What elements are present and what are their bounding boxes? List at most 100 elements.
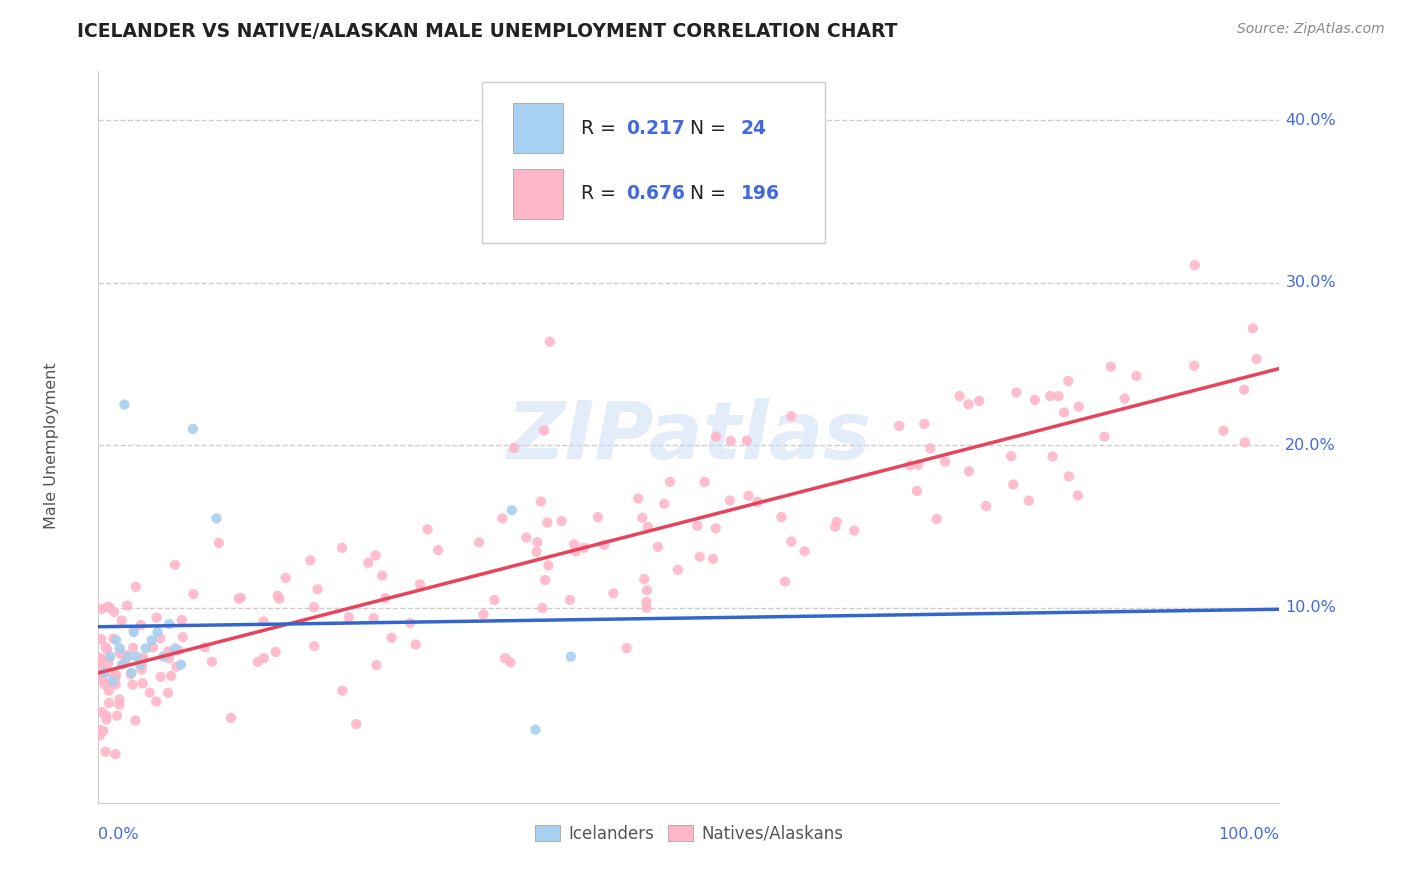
Point <box>948 389 970 403</box>
Point <box>264 645 287 659</box>
Point <box>357 556 380 570</box>
Point <box>91 602 114 616</box>
Point <box>374 591 396 605</box>
Text: 20.0%: 20.0% <box>1285 438 1336 453</box>
Point <box>636 600 658 615</box>
Point <box>416 522 439 536</box>
Point <box>912 417 935 431</box>
Point <box>253 651 276 665</box>
Point <box>125 580 148 594</box>
Point <box>1000 449 1022 463</box>
Point <box>472 607 495 622</box>
Point <box>371 568 394 582</box>
Point <box>93 664 115 678</box>
Point <box>131 663 153 677</box>
Point <box>157 686 180 700</box>
Point <box>468 535 491 549</box>
Point <box>780 534 803 549</box>
Point <box>780 409 803 424</box>
Point <box>558 593 581 607</box>
Point <box>1067 489 1090 503</box>
Point <box>560 649 582 664</box>
Text: 196: 196 <box>741 185 780 203</box>
Text: 0.0%: 0.0% <box>98 827 139 842</box>
Point <box>157 617 180 632</box>
Point <box>593 538 616 552</box>
Point <box>550 514 572 528</box>
Point <box>128 657 150 672</box>
Point <box>1002 477 1025 491</box>
Point <box>97 696 120 710</box>
Point <box>96 642 118 657</box>
Point <box>652 497 675 511</box>
Point <box>1067 400 1090 414</box>
Point <box>124 714 146 728</box>
Point <box>1053 405 1076 419</box>
Point <box>89 723 111 737</box>
Point <box>110 647 132 661</box>
Point <box>905 483 928 498</box>
Point <box>183 587 205 601</box>
Point <box>534 573 557 587</box>
Point <box>1246 351 1268 366</box>
Point <box>170 613 193 627</box>
Point <box>524 723 547 737</box>
Point <box>89 650 111 665</box>
Point <box>974 499 997 513</box>
Point <box>104 673 127 688</box>
Point <box>101 676 124 690</box>
Point <box>105 668 128 682</box>
Point <box>97 657 120 671</box>
Point <box>1212 424 1234 438</box>
Point <box>121 678 143 692</box>
Point <box>536 516 558 530</box>
Point <box>163 558 186 572</box>
Point <box>720 434 742 448</box>
Point <box>366 658 388 673</box>
Point <box>98 649 121 664</box>
Point <box>702 552 724 566</box>
Point <box>302 600 325 615</box>
Point <box>97 665 120 679</box>
Point <box>503 441 526 455</box>
Point <box>307 582 329 597</box>
Point <box>104 677 127 691</box>
Text: Source: ZipAtlas.com: Source: ZipAtlas.com <box>1237 22 1385 37</box>
Point <box>530 494 553 508</box>
Point <box>934 455 956 469</box>
Text: 0.217: 0.217 <box>626 119 685 137</box>
Point <box>494 651 516 665</box>
FancyBboxPatch shape <box>513 103 562 153</box>
Point <box>666 563 689 577</box>
Point <box>633 572 655 586</box>
Point <box>1005 385 1028 400</box>
Point <box>93 677 115 691</box>
Point <box>1233 435 1256 450</box>
Point <box>925 512 948 526</box>
Point <box>229 591 252 605</box>
Point <box>631 510 654 524</box>
Point <box>704 430 727 444</box>
Point <box>108 646 131 660</box>
Point <box>704 521 727 535</box>
Point <box>399 616 422 631</box>
Point <box>96 712 118 726</box>
Point <box>526 545 548 559</box>
Point <box>269 591 291 606</box>
Point <box>122 640 145 655</box>
Point <box>773 574 796 589</box>
Point <box>1057 469 1080 483</box>
Point <box>274 571 297 585</box>
FancyBboxPatch shape <box>513 169 562 219</box>
Point <box>330 541 353 555</box>
Point <box>165 641 187 656</box>
Point <box>103 605 125 619</box>
Point <box>1125 368 1147 383</box>
Point <box>170 657 193 672</box>
Point <box>304 639 326 653</box>
Point <box>114 656 136 670</box>
Text: 30.0%: 30.0% <box>1285 275 1336 290</box>
Point <box>111 614 134 628</box>
Point <box>501 503 523 517</box>
Point <box>201 655 224 669</box>
